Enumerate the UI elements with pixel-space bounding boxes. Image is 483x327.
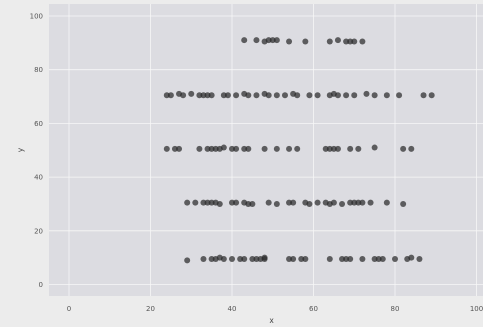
data-point — [180, 92, 187, 99]
data-point — [428, 92, 435, 99]
data-point — [306, 200, 313, 207]
data-point — [330, 199, 337, 206]
data-point — [359, 38, 366, 45]
data-point — [167, 92, 174, 99]
data-point — [334, 37, 341, 44]
data-point — [334, 145, 341, 152]
y-tick-label: 40 — [34, 174, 43, 182]
data-point — [347, 255, 354, 262]
data-point — [286, 38, 293, 45]
x-tick-label: 0 — [67, 305, 71, 313]
data-point — [359, 255, 366, 262]
y-tick-label: 100 — [30, 13, 43, 21]
x-tick-label: 20 — [146, 305, 155, 313]
x-tick-label: 100 — [470, 305, 483, 313]
y-tick-label: 60 — [34, 120, 43, 128]
data-point — [294, 92, 301, 99]
data-point — [351, 92, 358, 99]
data-point — [290, 255, 297, 262]
data-point — [334, 92, 341, 99]
data-point — [355, 145, 362, 152]
data-point — [400, 200, 407, 207]
x-tick-label: 80 — [391, 305, 400, 313]
data-point — [192, 199, 199, 206]
data-point — [347, 145, 354, 152]
data-point — [233, 199, 240, 206]
data-point — [233, 145, 240, 152]
data-point — [216, 200, 223, 207]
data-point — [371, 144, 378, 151]
x-axis-label: x — [269, 316, 274, 325]
data-point — [241, 37, 248, 44]
data-point — [290, 199, 297, 206]
data-point — [253, 92, 260, 99]
data-point — [184, 199, 191, 206]
x-tick-label: 40 — [228, 305, 237, 313]
data-point — [343, 92, 350, 99]
data-point — [208, 92, 215, 99]
data-point — [273, 145, 280, 152]
data-point — [261, 255, 268, 262]
data-point — [281, 92, 288, 99]
data-point — [273, 37, 280, 44]
data-point — [339, 200, 346, 207]
data-point — [379, 255, 386, 262]
y-tick-labels: 0 20 40 60 80 100 — [30, 13, 43, 290]
data-point — [416, 255, 423, 262]
data-point — [294, 145, 301, 152]
data-point — [383, 92, 390, 99]
data-point — [249, 200, 256, 207]
data-point — [163, 145, 170, 152]
data-points — [163, 37, 435, 264]
data-point — [261, 145, 268, 152]
data-point — [273, 92, 280, 99]
data-point — [314, 92, 321, 99]
data-point — [188, 90, 195, 97]
data-point — [200, 255, 207, 262]
data-point — [408, 254, 415, 261]
data-point — [363, 90, 370, 97]
data-point — [176, 145, 183, 152]
data-point — [306, 92, 313, 99]
data-point — [233, 92, 240, 99]
data-point — [245, 92, 252, 99]
data-point — [314, 199, 321, 206]
data-point — [396, 92, 403, 99]
data-point — [359, 199, 366, 206]
data-point — [371, 92, 378, 99]
data-point — [245, 145, 252, 152]
data-point — [400, 145, 407, 152]
data-point — [229, 255, 235, 262]
data-point — [392, 255, 398, 262]
data-point — [253, 37, 260, 44]
data-point — [241, 255, 248, 262]
data-point — [367, 199, 374, 206]
data-point — [286, 145, 293, 152]
data-point — [220, 255, 227, 262]
data-point — [420, 92, 427, 99]
y-tick-label: 20 — [34, 227, 43, 235]
data-point — [196, 145, 203, 152]
data-point — [383, 199, 390, 206]
data-point — [326, 255, 333, 262]
y-tick-label: 80 — [34, 66, 43, 74]
data-point — [273, 200, 280, 207]
data-point — [302, 255, 309, 262]
data-point — [265, 199, 272, 206]
data-point — [224, 92, 231, 99]
x-tick-labels: 0 20 40 60 80 100 — [67, 305, 483, 313]
data-point — [326, 38, 333, 45]
data-point — [302, 38, 309, 45]
y-tick-label: 0 — [39, 281, 43, 289]
y-axis-label: y — [16, 147, 25, 152]
data-point — [220, 144, 227, 151]
data-point — [184, 257, 191, 264]
data-point — [408, 145, 415, 152]
data-point — [265, 92, 272, 99]
data-point — [351, 38, 358, 45]
x-tick-label: 60 — [309, 305, 318, 313]
